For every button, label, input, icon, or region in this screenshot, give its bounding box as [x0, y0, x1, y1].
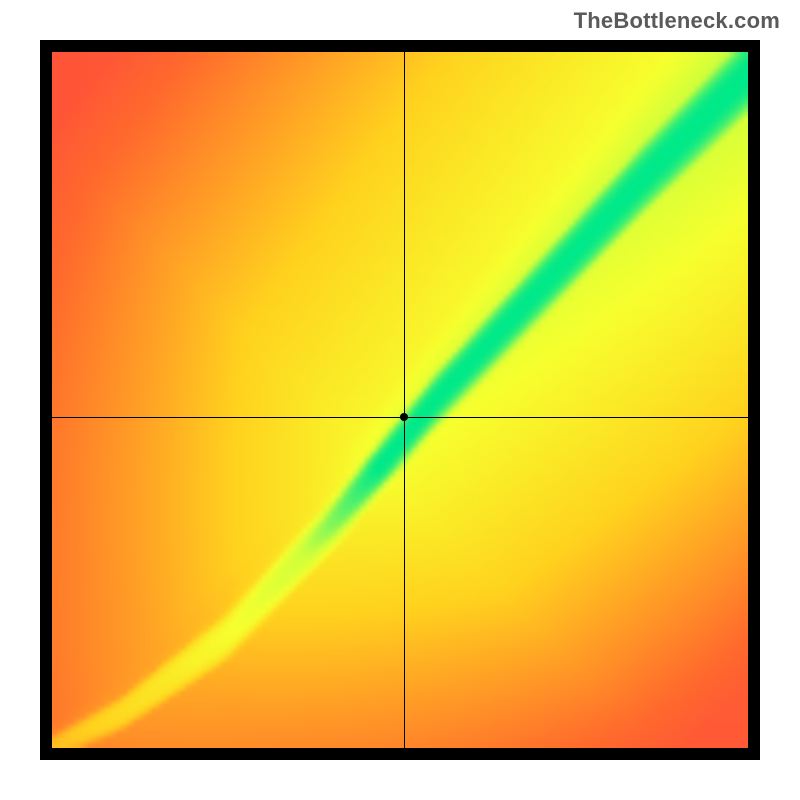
- chart-container: TheBottleneck.com: [0, 0, 800, 800]
- watermark-text: TheBottleneck.com: [574, 8, 780, 34]
- crosshair-vertical: [404, 52, 405, 748]
- selection-marker: [400, 413, 408, 421]
- bottleneck-heatmap: [52, 52, 748, 748]
- plot-frame: [40, 40, 760, 760]
